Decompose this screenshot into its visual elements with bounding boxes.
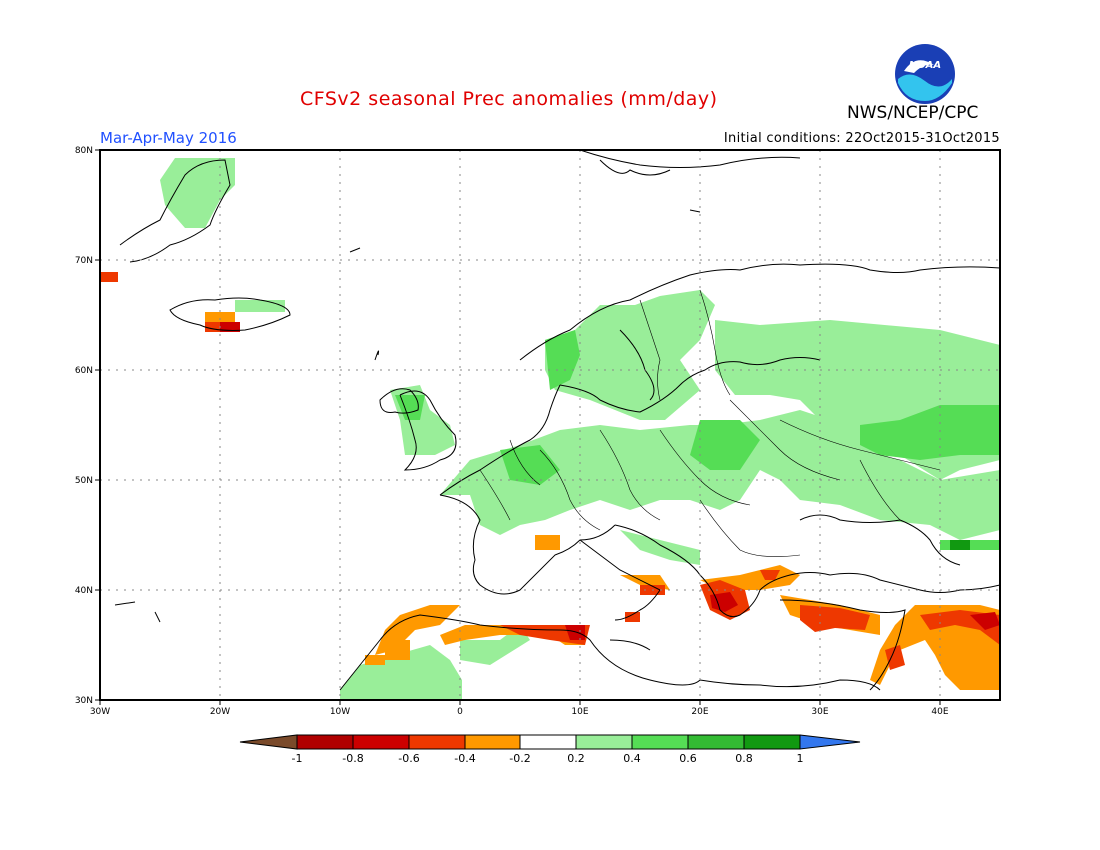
map-frame xyxy=(99,149,1001,701)
colorbar-swatch xyxy=(743,734,801,750)
lon-tick-label: 0 xyxy=(457,707,463,717)
colorbar-swatch xyxy=(296,734,354,750)
lon-tick-label: 10E xyxy=(571,707,588,717)
map-title: CFSv2 seasonal Prec anomalies (mm/day) xyxy=(300,88,718,110)
agency-label: NWS/NCEP/CPC xyxy=(847,103,979,123)
colorbar-label: -0.6 xyxy=(398,752,419,765)
lon-tick-label: 40E xyxy=(931,707,948,717)
logo-lettering: NOAA xyxy=(909,60,941,71)
graticule xyxy=(100,150,1000,700)
colorbar-label: 0.2 xyxy=(567,752,585,765)
colorbar-swatch xyxy=(239,734,298,750)
colorbar xyxy=(239,734,861,750)
colorbar-label: 0.4 xyxy=(623,752,641,765)
colorbar-swatch xyxy=(519,734,577,750)
lat-tick-label: 80N xyxy=(75,146,93,156)
lat-tick-label: 70N xyxy=(75,256,93,266)
max-negative-anomaly-areas xyxy=(220,322,1000,640)
colorbar-swatch xyxy=(575,734,633,750)
lat-tick-label: 60N xyxy=(75,366,93,376)
lon-tick-label: 20E xyxy=(691,707,708,717)
colorbar-label: -1 xyxy=(292,752,303,765)
lat-tick-label: 50N xyxy=(75,476,93,486)
colorbar-label: -0.8 xyxy=(342,752,363,765)
colorbar-swatch xyxy=(352,734,410,750)
country-borders xyxy=(479,289,941,557)
initial-conditions: Initial conditions: 22Oct2015-31Oct2015 xyxy=(723,131,1000,146)
noaa-logo-icon: NOAA xyxy=(895,44,955,104)
colorbar-swatch xyxy=(464,734,521,750)
colorbar-label: 1 xyxy=(797,752,804,765)
colorbar-label: -0.2 xyxy=(509,752,530,765)
colorbar-label: -0.4 xyxy=(454,752,475,765)
colorbar-swatch xyxy=(631,734,689,750)
lon-tick-label: 30W xyxy=(90,707,110,717)
max-anomaly-patch xyxy=(950,540,970,550)
lon-tick-label: 30E xyxy=(811,707,828,717)
forecast-period: Mar-Apr-May 2016 xyxy=(100,129,237,147)
colorbar-swatch xyxy=(687,734,745,750)
lat-tick-label: 30N xyxy=(75,696,93,706)
colorbar-swatch xyxy=(799,734,861,750)
colorbar-label: 0.8 xyxy=(735,752,753,765)
lon-tick-label: 20W xyxy=(210,707,230,717)
colorbar-swatch xyxy=(408,734,466,750)
lat-tick-label: 40N xyxy=(75,586,93,596)
lon-tick-label: 10W xyxy=(330,707,350,717)
positive-anomaly-areas xyxy=(160,158,1000,700)
colorbar-label: 0.6 xyxy=(679,752,697,765)
